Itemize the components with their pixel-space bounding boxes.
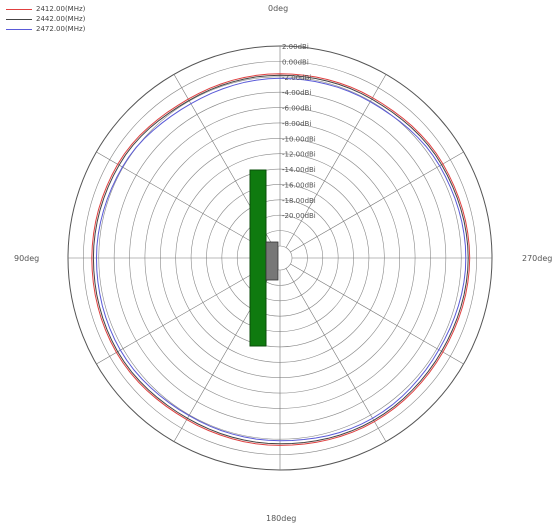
radial-tick-label: -2.00dBi <box>282 74 311 82</box>
device-graphic <box>249 169 279 347</box>
grid-spoke <box>96 263 270 365</box>
radial-tick-label: -4.00dBi <box>282 89 311 97</box>
legend-swatch-2 <box>6 28 32 30</box>
legend-swatch-1 <box>6 18 32 20</box>
legend-label-0: 2412.00(MHz) <box>36 4 86 13</box>
series-lines <box>91 73 471 446</box>
pcb-board <box>249 169 267 347</box>
polar-grid <box>67 45 493 471</box>
radial-tick-label: -18.00dBi <box>282 197 316 205</box>
angle-label-270deg: 270deg <box>522 254 553 263</box>
series-line-1 <box>92 74 469 445</box>
series-line-0 <box>91 73 471 446</box>
legend-label-1: 2442.00(MHz) <box>36 14 86 23</box>
angle-label-0deg: 0deg <box>268 4 289 13</box>
grid-spoke <box>285 268 387 442</box>
grid-spoke <box>96 151 270 253</box>
angle-label-180deg: 180deg <box>266 514 297 523</box>
series-line-2 <box>95 77 467 442</box>
grid-spoke <box>285 74 387 248</box>
angle-label-90deg: 90deg <box>14 254 40 263</box>
radial-tick-label: -12.00dBi <box>282 151 316 159</box>
legend-swatch-0 <box>6 8 32 10</box>
radial-tick-label: -8.00dBi <box>282 120 311 128</box>
grid-spoke <box>290 263 464 365</box>
radial-tick-label: -6.00dBi <box>282 105 311 113</box>
legend-item-0: 2412.00(MHz) <box>6 4 85 14</box>
radial-tick-label: -16.00dBi <box>282 181 316 189</box>
radial-tick-label: 2.00dBi <box>282 43 309 51</box>
radial-tick-label: 0.00dBi <box>282 58 309 66</box>
grid-spoke <box>290 151 464 253</box>
radial-ticks: 2.00dBi 0.00dBi -2.00dBi -4.00dBi -6.00dBi -8… <box>282 43 316 220</box>
radial-tick-label: -20.00dBi <box>282 212 316 220</box>
legend-label-2: 2472.00(MHz) <box>36 24 86 33</box>
legend-item-2: 2472.00(MHz) <box>6 24 85 34</box>
chip <box>265 241 279 281</box>
legend: 2412.00(MHz) 2442.00(MHz) 2472.00(MHz) <box>6 4 85 34</box>
radial-tick-label: -14.00dBi <box>282 166 316 174</box>
radial-tick-label: -10.00dBi <box>282 135 316 143</box>
legend-item-1: 2442.00(MHz) <box>6 14 85 24</box>
